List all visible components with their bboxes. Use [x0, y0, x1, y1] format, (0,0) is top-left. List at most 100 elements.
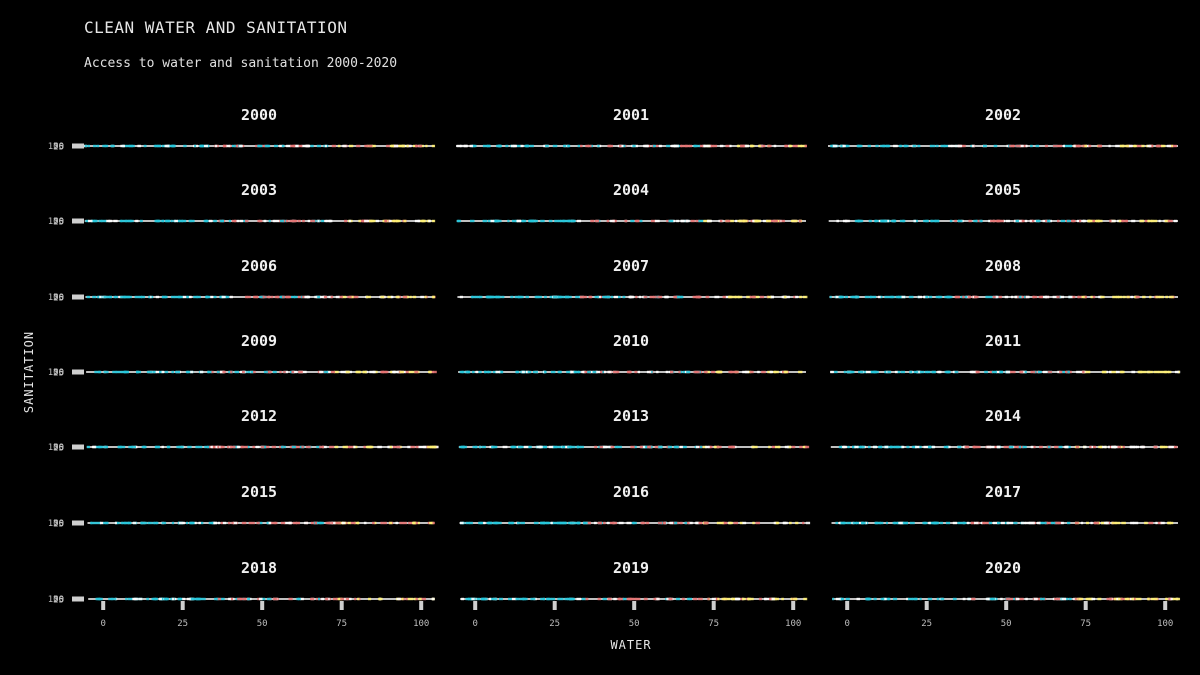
facet-2014: 2014 [830, 407, 1178, 449]
data-point [345, 445, 348, 449]
data-point [421, 219, 426, 223]
data-point [1108, 445, 1113, 449]
data-point [892, 597, 898, 601]
data-point [124, 521, 129, 525]
data-point [1153, 370, 1159, 374]
data-point [319, 521, 323, 525]
data-point [520, 144, 524, 148]
y-tick-label: 0 [59, 142, 64, 152]
data-point [1129, 445, 1133, 449]
data-point [995, 295, 999, 299]
data-point [357, 597, 360, 601]
data-point [1025, 597, 1028, 601]
data-point [120, 219, 126, 223]
x-axis-col-2: 0 25 50 75 100 [844, 601, 1173, 629]
data-point [1089, 445, 1092, 449]
data-point [725, 144, 730, 148]
data-point [569, 370, 573, 374]
data-point [773, 370, 777, 374]
data-point [893, 144, 898, 148]
data-point [280, 295, 283, 299]
data-point [577, 219, 582, 223]
data-point [1009, 521, 1014, 525]
data-point [994, 445, 997, 449]
data-point [703, 144, 706, 148]
data-point [689, 144, 693, 148]
data-point [931, 521, 935, 525]
data-point [965, 295, 970, 299]
data-point [585, 144, 590, 148]
data-point [418, 597, 422, 601]
data-point [460, 521, 464, 525]
data-point [287, 521, 292, 525]
data-point [257, 219, 261, 223]
data-point [617, 445, 622, 449]
facet-title: 2007 [613, 257, 649, 275]
data-point [1135, 295, 1140, 299]
data-point [795, 521, 799, 525]
data-point [134, 295, 140, 299]
x-tick-label: 50 [257, 619, 268, 629]
data-point [774, 521, 780, 525]
data-point [273, 597, 276, 601]
data-point [587, 144, 592, 148]
data-point [321, 597, 325, 601]
data-point [988, 219, 992, 223]
data-point [930, 219, 936, 223]
data-point [658, 445, 663, 449]
data-point [1094, 521, 1099, 525]
data-point [138, 295, 143, 299]
data-point [652, 144, 657, 148]
y-tick-label: 75 [53, 595, 64, 605]
data-point [126, 295, 132, 299]
data-point [929, 144, 933, 148]
y-tick-label: 50 [53, 443, 64, 453]
data-point [619, 144, 622, 148]
data-point [1096, 219, 1099, 223]
data-point [637, 370, 641, 374]
data-point [668, 219, 674, 223]
data-point [141, 445, 145, 449]
data-point [645, 144, 649, 148]
x-tick-label: 25 [177, 619, 188, 629]
data-point [657, 521, 663, 525]
data-point [1090, 295, 1093, 299]
data-point [427, 521, 430, 525]
data-point [673, 295, 679, 299]
data-point [456, 144, 462, 148]
data-point [465, 597, 470, 601]
x-tick-label: 75 [708, 619, 719, 629]
data-point [899, 445, 903, 449]
data-point [952, 370, 956, 374]
data-point [380, 521, 383, 525]
data-point [84, 144, 88, 148]
data-point [497, 144, 501, 148]
data-point [610, 295, 614, 299]
facet-2007: 2007 [457, 257, 808, 299]
data-point [260, 597, 266, 601]
data-point [242, 370, 245, 374]
data-point [217, 521, 220, 525]
data-point [610, 219, 615, 223]
data-point [515, 370, 520, 374]
data-point [919, 597, 922, 601]
data-point [789, 521, 792, 525]
data-point [1019, 370, 1024, 374]
data-point [1136, 144, 1140, 148]
data-point [410, 445, 415, 449]
data-point [633, 597, 637, 601]
data-point [976, 445, 981, 449]
data-point [244, 445, 248, 449]
data-point [705, 370, 710, 374]
data-point [856, 597, 860, 601]
facet-2009: 2009 [86, 332, 437, 374]
data-point [340, 597, 345, 601]
data-point [845, 219, 850, 223]
data-point [751, 445, 755, 449]
data-point [606, 219, 610, 223]
data-point [159, 597, 162, 601]
data-point [541, 445, 545, 449]
data-point [565, 295, 569, 299]
data-point [747, 597, 752, 601]
data-point [268, 370, 272, 374]
